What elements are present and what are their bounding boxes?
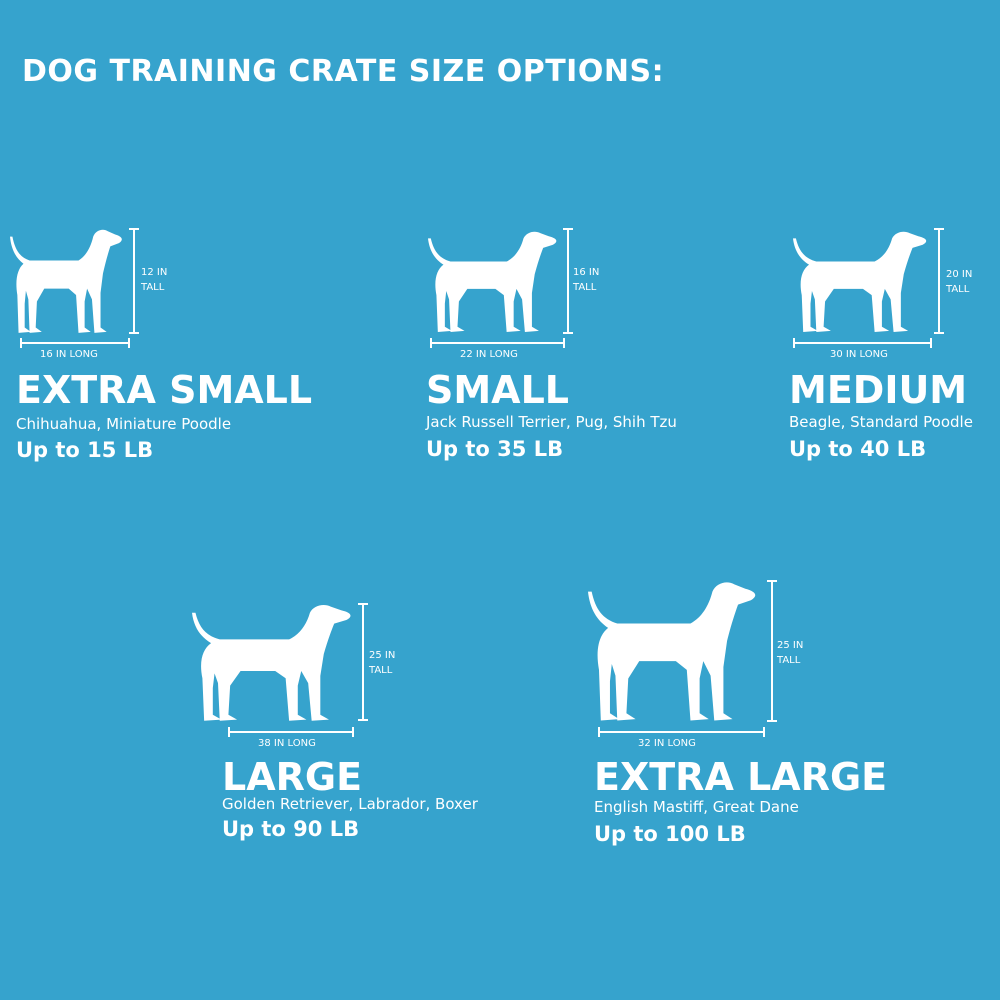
length-dimension-line xyxy=(598,727,765,737)
length-label: 32 IN LONG xyxy=(638,738,696,749)
weight-limit: Up to 100 LB xyxy=(594,822,746,846)
height-value: 25 IN xyxy=(369,650,396,661)
weight-limit: Up to 15 LB xyxy=(16,438,154,462)
beagle-silhouette-icon xyxy=(793,230,930,333)
height-value: 20 IN xyxy=(946,269,973,280)
mastiff-silhouette-icon xyxy=(588,580,760,722)
tall-label: TALL xyxy=(141,282,165,293)
weight-limit: Up to 40 LB xyxy=(789,437,927,461)
length-label: 30 IN LONG xyxy=(830,349,888,360)
breed-list: Golden Retriever, Labrador, Boxer xyxy=(222,795,478,813)
page-title: DOG TRAINING CRATE SIZE OPTIONS: xyxy=(22,54,665,89)
tall-label: TALL xyxy=(573,282,597,293)
size-name: SMALL xyxy=(426,368,570,412)
length-dimension-line xyxy=(430,338,565,348)
tall-label: TALL xyxy=(777,655,801,666)
height-dimension-line xyxy=(563,228,573,334)
breed-list: Chihuahua, Miniature Poodle xyxy=(16,415,232,433)
height-dimension-line xyxy=(358,603,368,721)
length-label: 16 IN LONG xyxy=(40,349,98,360)
weight-limit: Up to 90 LB xyxy=(222,817,360,841)
length-dimension-line xyxy=(20,338,130,348)
tall-label: TALL xyxy=(369,665,393,676)
length-dimension-line xyxy=(228,727,354,737)
height-label: 25 IN TALL xyxy=(369,648,395,678)
length-dimension-line xyxy=(793,338,932,348)
height-label: 12 IN TALL xyxy=(141,265,167,295)
size-name: MEDIUM xyxy=(789,368,968,412)
breed-list: Jack Russell Terrier, Pug, Shih Tzu xyxy=(426,413,677,431)
tall-label: TALL xyxy=(946,284,970,295)
breed-list: Beagle, Standard Poodle xyxy=(789,413,973,431)
height-label: 20 IN TALL xyxy=(946,267,972,297)
height-value: 16 IN xyxy=(573,267,600,278)
terrier-silhouette-icon xyxy=(428,230,560,333)
size-name: EXTRA SMALL xyxy=(16,368,313,412)
height-dimension-line xyxy=(934,228,944,334)
size-name: EXTRA LARGE xyxy=(594,755,888,799)
length-label: 38 IN LONG xyxy=(258,738,316,749)
chihuahua-silhouette-icon xyxy=(10,228,125,334)
retriever-silhouette-icon xyxy=(192,603,355,722)
breed-list: English Mastiff, Great Dane xyxy=(594,798,799,816)
height-label: 25 IN TALL xyxy=(777,638,803,668)
height-dimension-line xyxy=(129,228,139,334)
height-value: 12 IN xyxy=(141,267,168,278)
height-value: 25 IN xyxy=(777,640,804,651)
weight-limit: Up to 35 LB xyxy=(426,437,564,461)
length-label: 22 IN LONG xyxy=(460,349,518,360)
height-dimension-line xyxy=(767,580,777,722)
height-label: 16 IN TALL xyxy=(573,265,599,295)
size-name: LARGE xyxy=(222,755,363,799)
